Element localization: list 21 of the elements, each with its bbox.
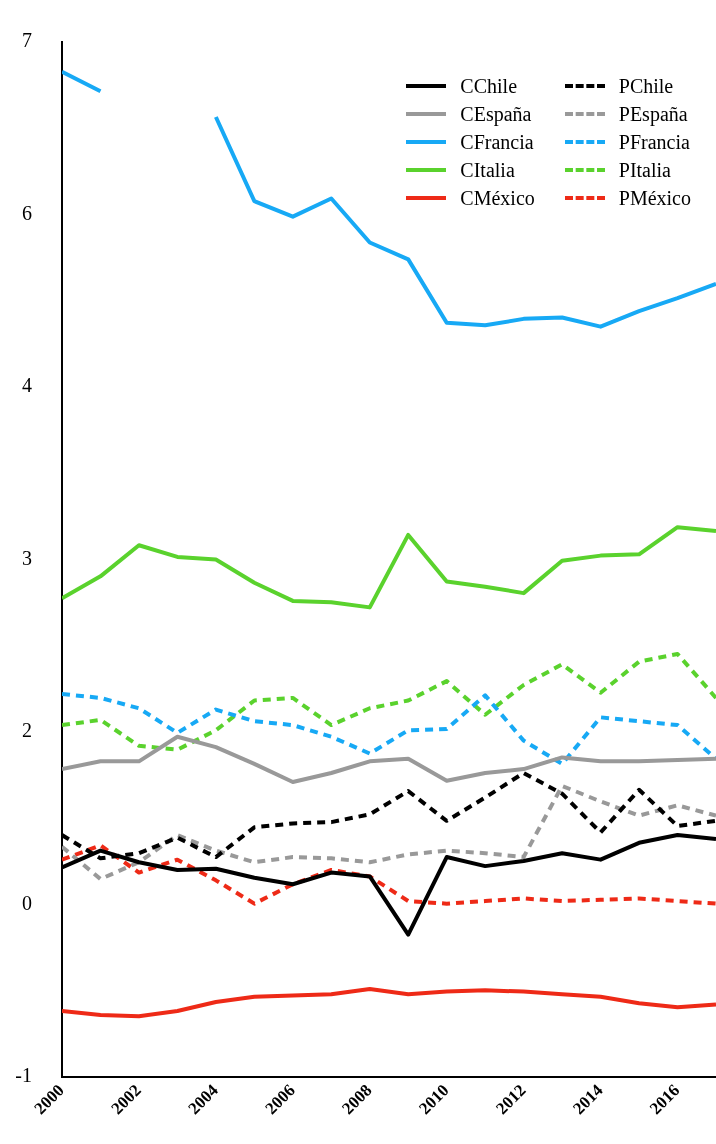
legend-label: PItalia xyxy=(618,158,671,182)
legend-label: PChile xyxy=(618,74,674,98)
y-tick-label: 6 xyxy=(22,201,32,224)
legend-label: PEspaña xyxy=(618,102,688,126)
legend-label: CFrancia xyxy=(460,130,534,154)
legend-label: CChile xyxy=(460,74,518,98)
y-tick-label: 4 xyxy=(22,374,32,397)
legend-label: PMéxico xyxy=(618,186,691,210)
legend-label: CItalia xyxy=(460,158,515,182)
y-tick-label: 0 xyxy=(22,891,32,914)
legend-label: PFrancia xyxy=(618,130,690,154)
line-series xyxy=(62,692,716,766)
y-tick-label: -1 xyxy=(15,1064,32,1087)
legend-label: CMéxico xyxy=(460,186,535,210)
legend-label: CEspaña xyxy=(460,102,532,126)
line-series xyxy=(62,843,716,906)
y-tick-label: 7 xyxy=(22,29,32,52)
y-tick-label: 3 xyxy=(22,546,32,569)
y-tick-label: 2 xyxy=(22,719,32,742)
line-series xyxy=(62,651,716,752)
line-series xyxy=(62,783,716,882)
